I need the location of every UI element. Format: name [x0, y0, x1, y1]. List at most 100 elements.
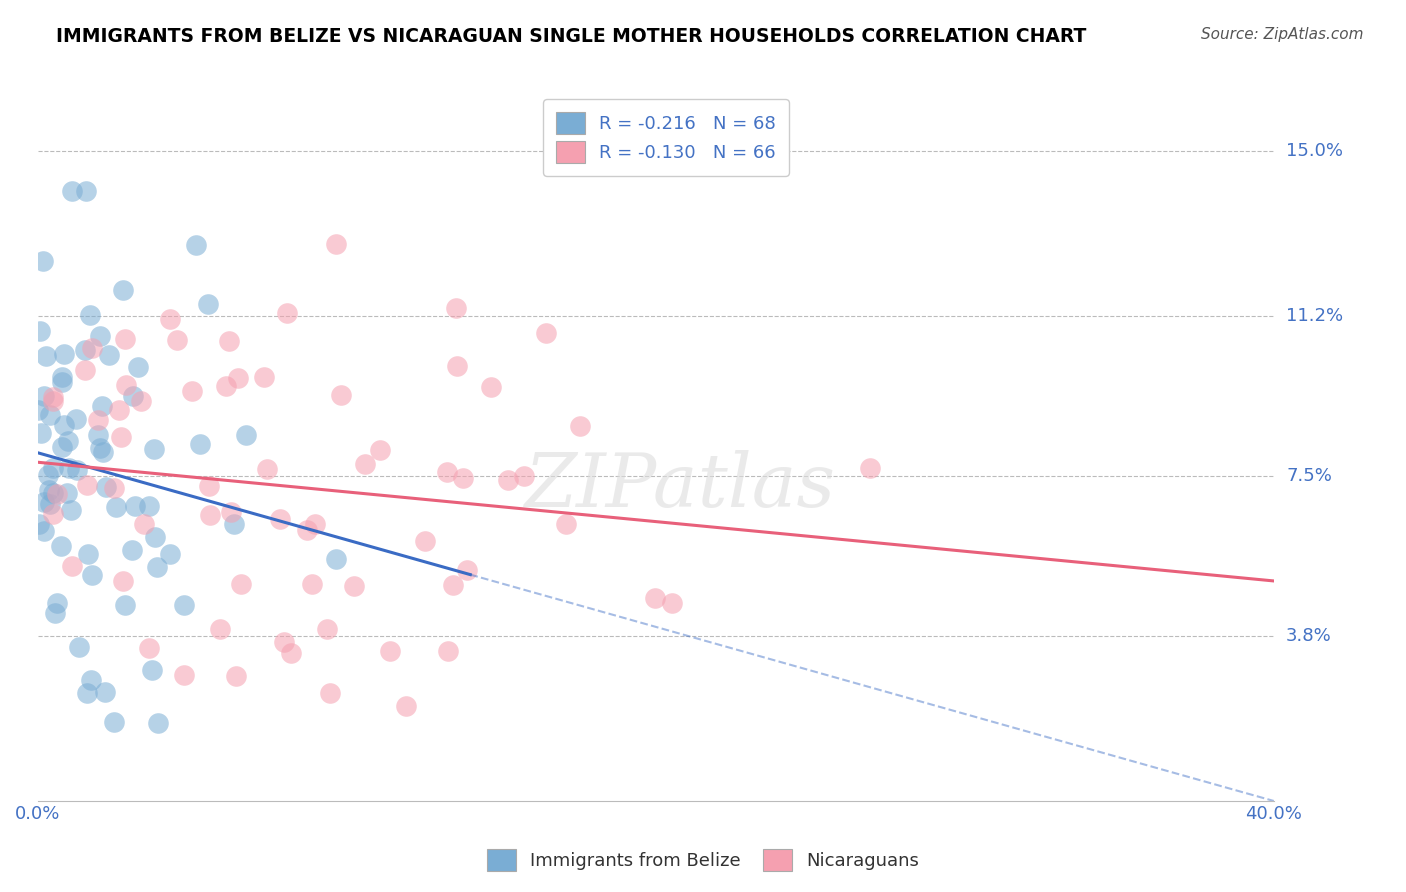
Point [34, 524, 56, 539]
Point [301, 577, 323, 591]
Point [661, 596, 683, 610]
Point [159, 312, 181, 326]
Point [98, 348, 121, 362]
Point [276, 306, 298, 320]
Point [198, 508, 221, 522]
Point [141, 663, 163, 677]
Point [58, 460, 80, 475]
Point [269, 512, 291, 526]
Point [479, 379, 502, 393]
Point [52, 347, 75, 361]
Point [30, 324, 52, 338]
Point [103, 481, 125, 495]
Point [114, 332, 136, 346]
Point [46, 596, 69, 610]
Point [225, 668, 247, 682]
Point [108, 403, 131, 417]
Point [94, 480, 117, 494]
Point [218, 334, 240, 349]
Point [42, 461, 65, 475]
Point [49, 539, 72, 553]
Point [441, 578, 464, 592]
Point [129, 394, 152, 409]
Point [46, 487, 69, 501]
Point [330, 388, 353, 402]
Point [256, 462, 278, 476]
Point [110, 430, 132, 444]
Point [76, 478, 98, 492]
Point [380, 644, 402, 658]
Point [229, 576, 252, 591]
Point [280, 646, 302, 660]
Point [42, 393, 65, 408]
Point [87, 428, 110, 442]
Point [304, 516, 326, 531]
Point [143, 530, 166, 544]
Point [343, 579, 366, 593]
Point [115, 377, 138, 392]
Point [59, 503, 82, 517]
Point [325, 236, 347, 251]
Point [103, 714, 125, 729]
Point [173, 598, 195, 612]
Point [319, 686, 342, 700]
Point [197, 479, 219, 493]
Point [30, 426, 52, 441]
Point [186, 237, 208, 252]
Point [73, 343, 96, 357]
Point [67, 640, 90, 655]
Point [166, 333, 188, 347]
Point [37, 468, 59, 483]
Point [568, 419, 591, 434]
Point [38, 483, 60, 497]
Point [111, 574, 134, 588]
Point [42, 507, 65, 521]
Point [138, 499, 160, 513]
Point [644, 591, 666, 606]
Point [446, 359, 468, 374]
Point [51, 375, 73, 389]
Point [60, 184, 83, 198]
Point [451, 471, 474, 485]
Point [121, 543, 143, 558]
Point [105, 500, 128, 515]
Point [56, 485, 79, 500]
Point [555, 516, 578, 531]
Point [536, 326, 558, 341]
Point [39, 497, 62, 511]
Point [222, 517, 245, 532]
Point [145, 560, 167, 574]
Point [66, 463, 89, 477]
Point [86, 412, 108, 426]
Point [76, 547, 98, 561]
Point [395, 698, 418, 713]
Point [190, 437, 212, 451]
Point [219, 505, 242, 519]
Point [51, 440, 73, 454]
Point [413, 533, 436, 548]
Point [215, 379, 238, 393]
Point [60, 559, 83, 574]
Point [180, 384, 202, 399]
Point [28, 517, 51, 532]
Legend: Immigrants from Belize, Nicaraguans: Immigrants from Belize, Nicaraguans [479, 842, 927, 879]
Point [456, 563, 478, 577]
Text: 15.0%: 15.0% [1286, 143, 1343, 161]
Point [134, 516, 156, 531]
Point [27, 402, 49, 417]
Point [138, 640, 160, 655]
Point [209, 623, 232, 637]
Point [143, 442, 166, 456]
Point [368, 443, 391, 458]
Point [226, 371, 249, 385]
Point [73, 363, 96, 377]
Point [444, 301, 467, 316]
Point [235, 428, 257, 442]
Text: IMMIGRANTS FROM BELIZE VS NICARAGUAN SINGLE MOTHER HOUSEHOLDS CORRELATION CHART: IMMIGRANTS FROM BELIZE VS NICARAGUAN SIN… [56, 27, 1087, 45]
Point [35, 349, 58, 363]
Point [513, 468, 536, 483]
Point [89, 441, 111, 455]
Point [76, 686, 98, 700]
Point [122, 389, 145, 403]
Point [32, 389, 55, 403]
